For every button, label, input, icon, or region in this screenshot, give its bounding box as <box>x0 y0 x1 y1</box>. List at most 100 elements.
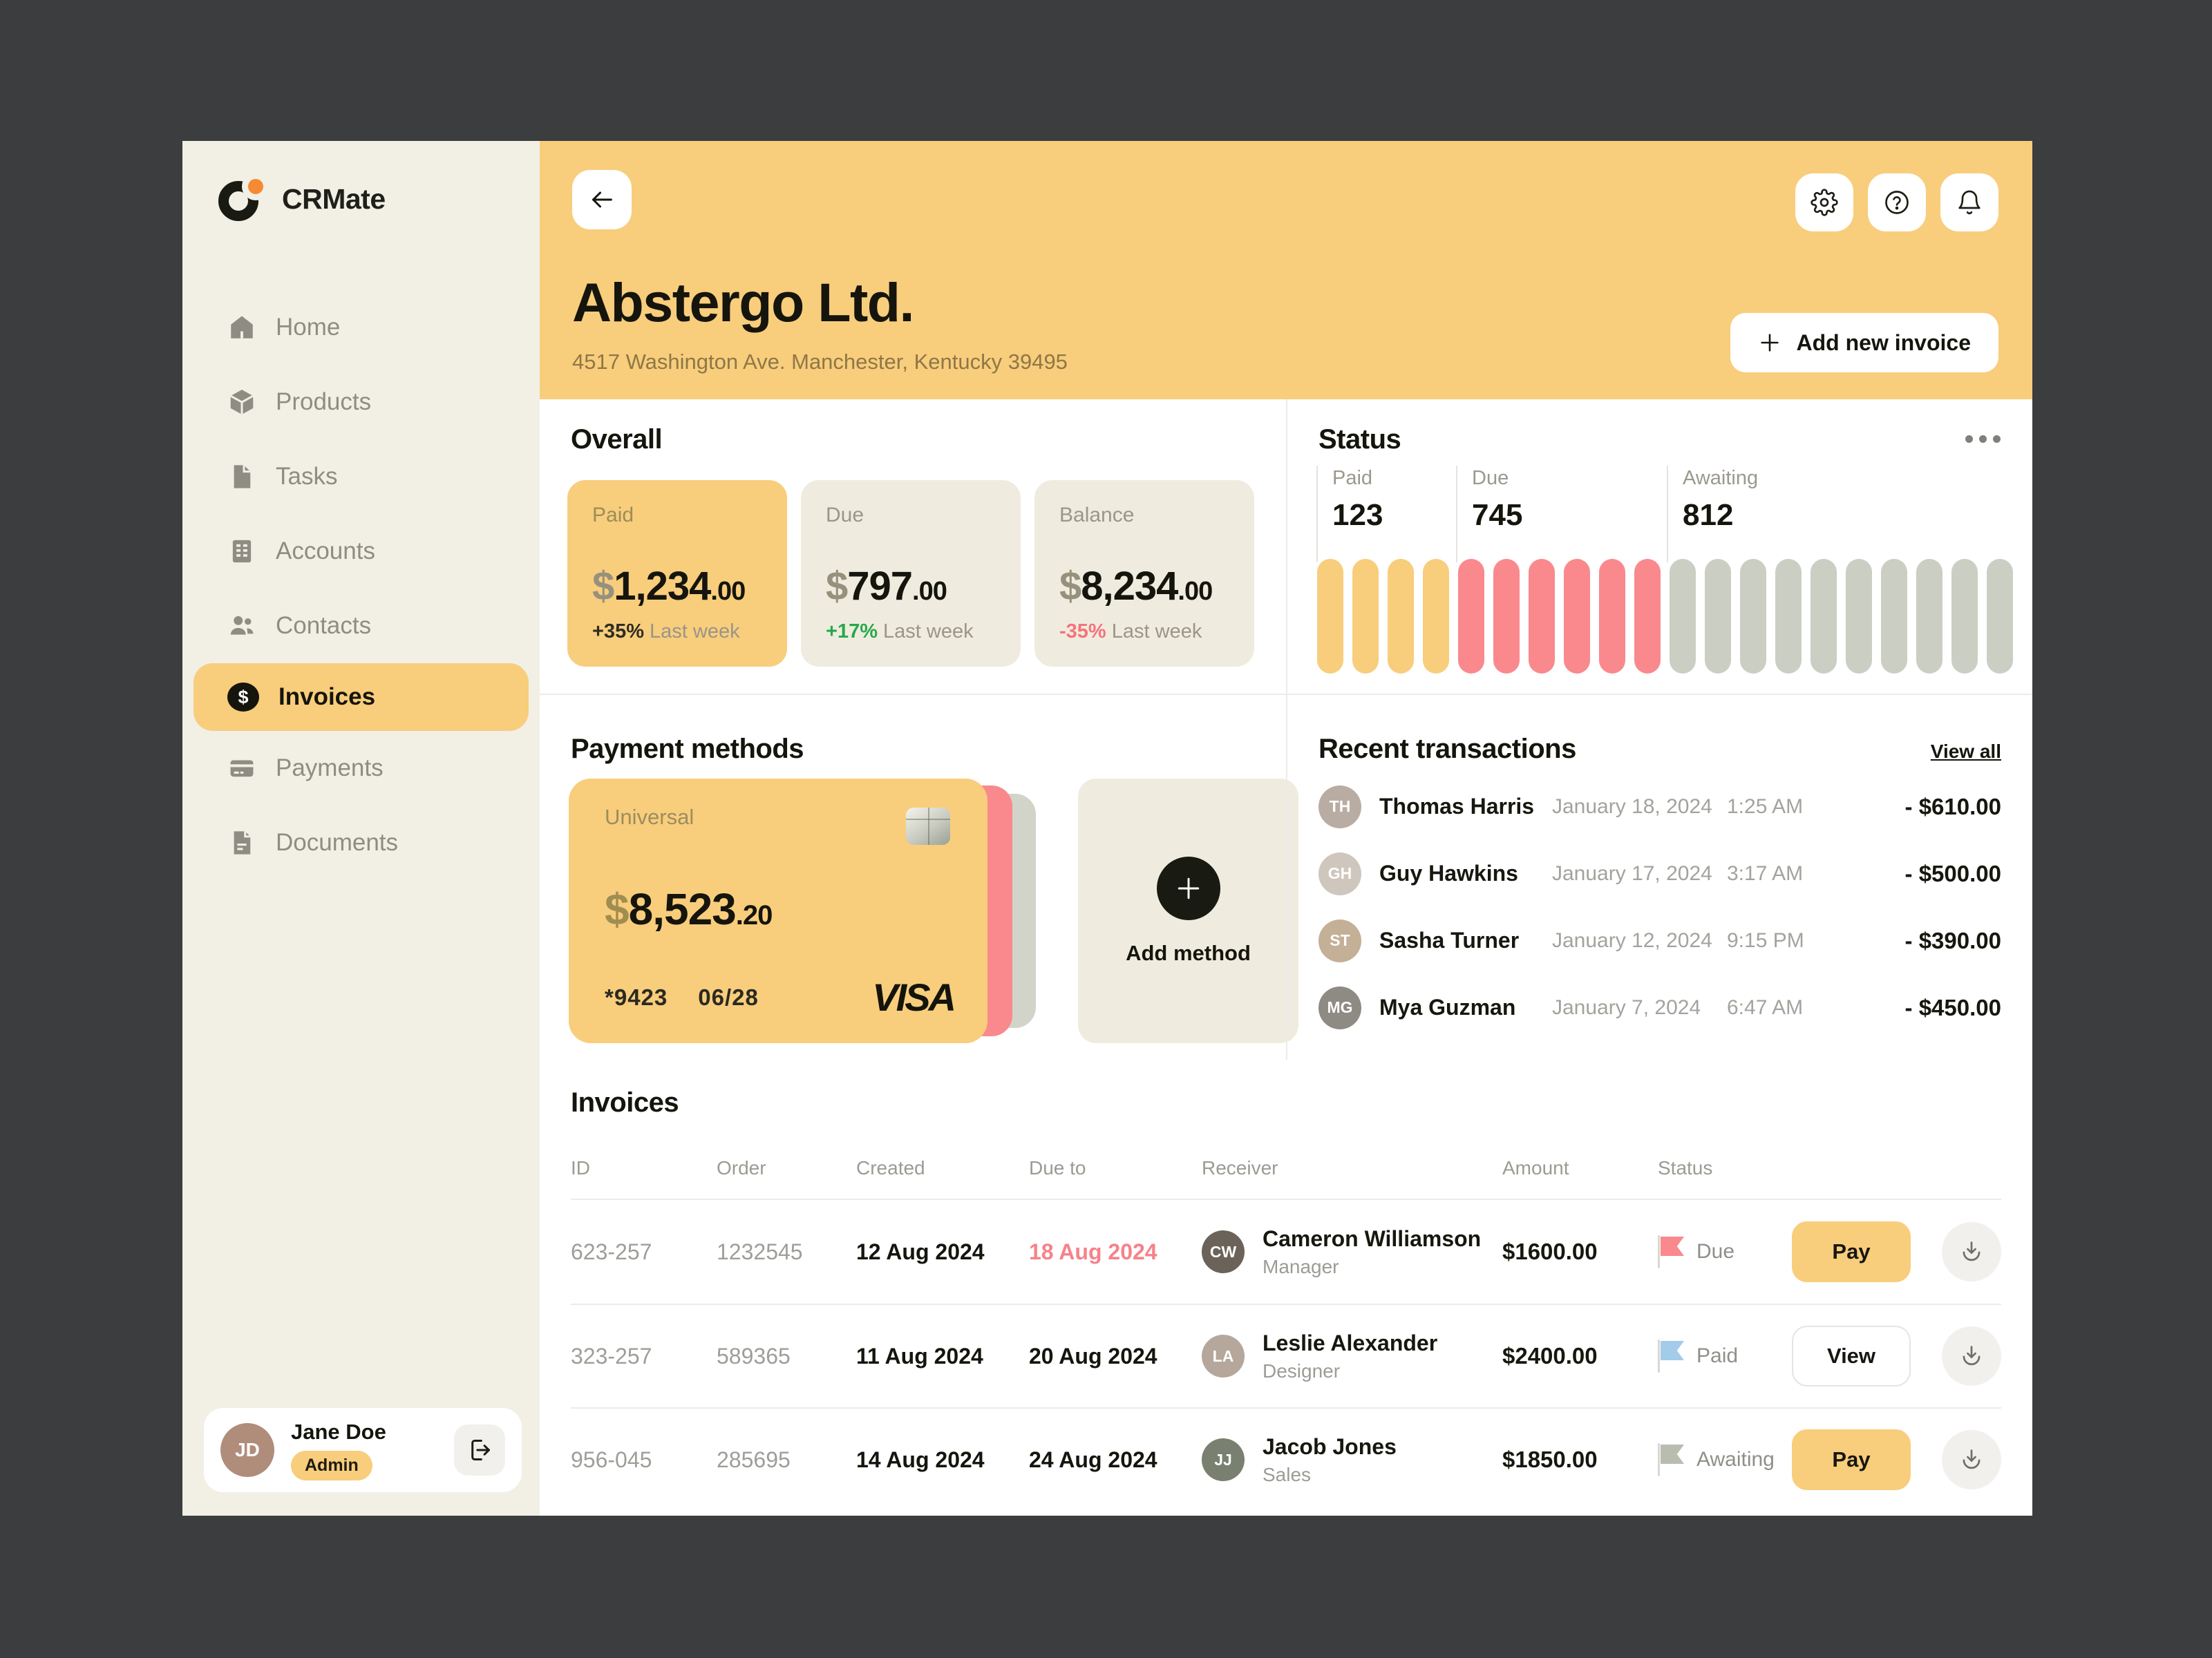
flag-icon <box>1658 1442 1688 1477</box>
transaction-row[interactable]: TH Thomas Harris January 18, 2024 1:25 A… <box>1318 773 2001 840</box>
status-pill <box>1634 559 1661 674</box>
page-title: Abstergo Ltd. <box>572 271 914 333</box>
transaction-row[interactable]: ST Sasha Turner January 12, 2024 9:15 PM… <box>1318 907 2001 974</box>
column-header-created: Created <box>856 1157 925 1179</box>
add-new-invoice-button[interactable]: Add new invoice <box>1730 313 1998 372</box>
table-row: 623-257 1232545 12 Aug 2024 18 Aug 2024 … <box>571 1200 2001 1304</box>
sidebar-item-home[interactable]: Home <box>182 290 540 365</box>
invoice-due-date: 20 Aug 2024 <box>1029 1343 1157 1369</box>
invoice-order: 589365 <box>717 1343 791 1369</box>
sidebar-item-products[interactable]: Products <box>182 365 540 439</box>
payment-methods-title: Payment methods <box>571 734 804 764</box>
plus-icon <box>1760 334 1779 352</box>
contacts-icon <box>227 611 256 640</box>
status-pill <box>1916 559 1942 674</box>
invoices-section: Invoices ID Order Created Due to Receive… <box>540 1060 2032 1516</box>
add-method-label: Add method <box>1126 940 1251 965</box>
invoice-order: 285695 <box>717 1447 791 1472</box>
crmate-logo-icon <box>218 173 270 221</box>
invoice-id: 323-257 <box>571 1343 652 1369</box>
column-header-id: ID <box>571 1157 590 1179</box>
add-method-button[interactable]: Add method <box>1078 779 1298 1043</box>
avatar: CW <box>1202 1230 1245 1273</box>
transaction-date: January 18, 2024 <box>1552 794 1712 818</box>
status-section: Status Paid 123 Due 745 Awaiting 812 <box>1286 399 2032 695</box>
transaction-name: Mya Guzman <box>1379 995 1516 1020</box>
logout-button[interactable] <box>454 1424 505 1476</box>
brand: CRMate <box>182 141 540 221</box>
transaction-time: 9:15 PM <box>1727 928 1804 952</box>
bank-card[interactable]: Universal $8,523.20 *9423 06/28 VISA <box>569 779 1036 1043</box>
documents-icon <box>227 828 256 857</box>
sidebar-item-contacts[interactable]: Contacts <box>182 589 540 663</box>
status-pill <box>1705 559 1731 674</box>
sidebar-item-invoices[interactable]: $ Invoices <box>193 663 529 731</box>
transactions-list: TH Thomas Harris January 18, 2024 1:25 A… <box>1318 773 2001 1041</box>
pay-button[interactable]: Pay <box>1792 1429 1911 1490</box>
notifications-button[interactable] <box>1940 173 1998 231</box>
card-footer: *9423 06/28 VISA <box>605 975 956 1020</box>
more-options-button[interactable] <box>1965 435 2001 443</box>
avatar: TH <box>1318 785 1361 828</box>
status-label: Due <box>1696 1240 1735 1263</box>
card-delta: -35% Last week <box>1059 620 1202 642</box>
sidebar-item-accounts[interactable]: Accounts <box>182 514 540 589</box>
status-pill <box>1423 559 1449 674</box>
page-header: Abstergo Ltd. 4517 Washington Ave. Manch… <box>540 141 2032 399</box>
status-pill <box>1881 559 1907 674</box>
recent-transactions-title: Recent transactions <box>1318 734 1576 764</box>
sidebar-item-documents[interactable]: Documents <box>182 806 540 880</box>
status-group-value: 812 <box>1683 498 1734 532</box>
invoices-table-header: ID Order Created Due to Receiver Amount … <box>571 1157 2001 1200</box>
download-icon <box>1963 1346 1981 1366</box>
status-label: Awaiting <box>1696 1448 1775 1471</box>
status-pill <box>1599 559 1625 674</box>
view-all-link[interactable]: View all <box>1930 741 2001 762</box>
status-chart: Paid 123 Due 745 Awaiting 812 <box>1316 466 2019 674</box>
invoice-amount: $2400.00 <box>1502 1343 1598 1369</box>
transaction-amount: - $450.00 <box>1904 994 2001 1020</box>
card-label: Due <box>826 504 864 526</box>
transaction-name: Thomas Harris <box>1379 794 1535 819</box>
pay-button[interactable]: Pay <box>1792 1221 1911 1282</box>
invoice-receiver: CW Cameron Williamson Manager <box>1202 1226 1502 1278</box>
settings-button[interactable] <box>1795 173 1853 231</box>
card-amount: $8,234.00 <box>1059 564 1213 609</box>
sidebar-item-label: Contacts <box>276 612 372 639</box>
sidebar: CRMate Home Products Tasks <box>182 141 540 1516</box>
status-badge: Awaiting <box>1658 1442 1792 1477</box>
invoice-amount: $1600.00 <box>1502 1239 1598 1264</box>
sidebar-item-label: Home <box>276 314 341 341</box>
sidebar-item-payments[interactable]: Payments <box>182 731 540 806</box>
status-badge: Paid <box>1658 1339 1792 1373</box>
card-name: Universal <box>605 805 694 829</box>
overall-title: Overall <box>571 424 663 455</box>
card-label: Paid <box>592 504 634 526</box>
download-button[interactable] <box>1942 1430 2001 1489</box>
card-number: *9423 06/28 <box>605 984 759 1010</box>
invoice-amount: $1850.00 <box>1502 1447 1598 1472</box>
transaction-time: 3:17 AM <box>1727 861 1804 885</box>
transaction-row[interactable]: MG Mya Guzman January 7, 2024 6:47 AM - … <box>1318 974 2001 1041</box>
sidebar-item-label: Accounts <box>276 537 375 564</box>
back-button[interactable] <box>572 170 632 229</box>
sidebar-item-tasks[interactable]: Tasks <box>182 439 540 514</box>
download-button[interactable] <box>1942 1326 2001 1386</box>
overall-card-paid: Paid $1,234.00 +35% Last week <box>567 480 787 667</box>
status-group-value: 123 <box>1332 498 1383 532</box>
column-header-status: Status <box>1658 1157 1713 1179</box>
download-button[interactable] <box>1942 1222 2001 1281</box>
status-pill <box>1317 559 1343 674</box>
receiver-name: Jacob Jones <box>1263 1433 1397 1459</box>
overall-card-due: Due $797.00 +17% Last week <box>801 480 1021 667</box>
avatar: GH <box>1318 852 1361 895</box>
transaction-name: Sasha Turner <box>1379 928 1520 953</box>
flag-icon <box>1658 1339 1688 1373</box>
transaction-row[interactable]: GH Guy Hawkins January 17, 2024 3:17 AM … <box>1318 840 2001 907</box>
view-button[interactable]: View <box>1792 1326 1911 1387</box>
invoice-receiver: JJ Jacob Jones Sales <box>1202 1434 1502 1486</box>
download-icon <box>1963 1241 1981 1261</box>
help-button[interactable] <box>1868 173 1926 231</box>
column-header-receiver: Receiver <box>1202 1157 1278 1179</box>
transaction-amount: - $500.00 <box>1904 860 2001 886</box>
